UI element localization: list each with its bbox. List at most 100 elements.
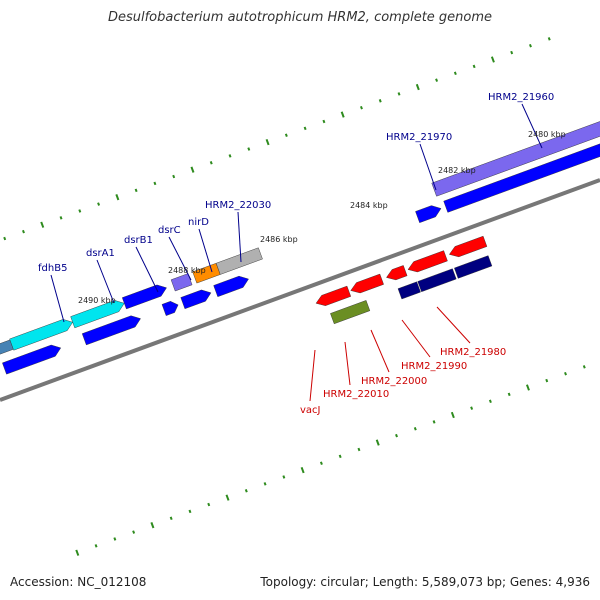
label-leader-lines: [50, 103, 543, 402]
forward-gene: [81, 315, 141, 346]
forward-gene: [9, 319, 73, 351]
reverse-gene: [315, 285, 352, 306]
kbp-label: 2482 kbp: [438, 166, 476, 175]
gene-tracks: [0, 107, 600, 394]
reverse-gene-label: HRM2_21990: [401, 361, 467, 372]
tick-mark: [78, 209, 82, 213]
tick-mark: [319, 461, 323, 465]
tick-mark: [228, 154, 232, 158]
tick-mark: [375, 439, 380, 446]
forward-gene-shape: [2, 344, 62, 375]
tick-mark: [397, 92, 401, 96]
tick-mark: [547, 37, 551, 41]
reverse-gene: [386, 265, 408, 281]
tick-mark: [153, 181, 157, 186]
backbone-line: [0, 178, 600, 402]
forward-gene-label: dsrB1: [124, 235, 153, 246]
tick-mark: [340, 111, 345, 118]
tick-mark: [395, 433, 398, 438]
tick-mark: [510, 50, 514, 55]
tick-mark: [432, 420, 436, 424]
tick-mark: [357, 447, 361, 452]
forward-gene-shape: [443, 129, 600, 213]
forward-gene: [443, 129, 600, 213]
forward-gene-label: HRM2_22030: [205, 200, 271, 211]
forward-gene-label: fdhB5: [38, 263, 67, 274]
reverse-gene: [397, 281, 421, 300]
reverse-gene-shape: [315, 285, 352, 306]
tick-mark: [263, 482, 267, 486]
tick-mark: [582, 365, 586, 369]
tick-mark: [529, 43, 532, 48]
tick-mark: [190, 166, 195, 173]
tick-mark: [322, 119, 326, 124]
reverse-gene: [330, 300, 371, 325]
leader-line: [370, 329, 390, 373]
tick-mark: [134, 188, 138, 193]
forward-gene-shape: [0, 367, 1, 394]
forward-gene: [121, 284, 167, 310]
forward-gene: [213, 275, 249, 297]
accession-text: Accession: NC_012108: [10, 575, 147, 589]
leader-line: [309, 349, 316, 402]
reverse-gene-label: HRM2_21980: [440, 347, 506, 358]
tick-mark: [507, 392, 511, 397]
tick-mark: [413, 427, 417, 431]
kbp-label: 2490 kbp: [78, 296, 116, 305]
leader-line: [401, 319, 431, 358]
leader-line: [521, 103, 543, 149]
forward-gene-label: nirD: [188, 217, 209, 228]
tick-mark: [115, 194, 120, 201]
leader-line: [419, 143, 437, 191]
forward-gene-shape: [180, 289, 212, 310]
forward-gene-shape: [81, 315, 141, 346]
tick-mark: [472, 64, 476, 69]
forward-gene: [431, 107, 600, 197]
genome-info-text: Topology: circular; Length: 5,589,073 bp…: [260, 575, 590, 589]
tick-mark: [150, 522, 155, 529]
reverse-gene-shape: [417, 268, 457, 293]
tick-mark: [169, 516, 173, 521]
tick-mark: [378, 99, 382, 103]
leader-line: [344, 341, 351, 386]
leader-line: [198, 228, 213, 273]
forward-gene-shape: [431, 107, 600, 197]
leader-line: [237, 211, 242, 263]
reverse-gene-shape: [386, 265, 408, 281]
reverse-gene-shape: [350, 273, 384, 294]
leader-line: [168, 236, 192, 281]
tick-mark: [132, 530, 136, 534]
reverse-gene: [454, 255, 493, 279]
reverse-gene-label: vacJ: [300, 405, 321, 416]
genome-backbone: [0, 178, 600, 402]
forward-gene: [70, 300, 125, 329]
tick-mark: [470, 406, 474, 410]
reverse-gene-shape: [397, 281, 421, 300]
tick-mark: [525, 384, 530, 391]
tick-mark: [488, 399, 492, 404]
leader-line: [96, 259, 115, 304]
tick-mark: [303, 126, 307, 131]
reverse-gene: [417, 268, 457, 293]
reverse-gene: [350, 273, 384, 294]
forward-gene-shape: [9, 319, 73, 351]
tick-mark: [282, 475, 286, 479]
tick-mark: [188, 509, 192, 514]
reverse-gene-shape: [454, 255, 493, 279]
tick-mark: [284, 133, 288, 137]
forward-gene: [215, 247, 263, 275]
forward-gene: [0, 367, 1, 394]
forward-gene-shape: [70, 300, 125, 329]
forward-gene-label: HRM2_21970: [386, 132, 452, 143]
kbp-label: 2488 kbp: [168, 266, 206, 275]
leader-line: [436, 306, 471, 344]
tick-mark: [450, 411, 455, 419]
tick-mark: [300, 466, 305, 474]
leader-line: [135, 246, 159, 293]
tick-mark: [75, 549, 80, 556]
tick-mark: [338, 454, 342, 459]
forward-gene: [180, 289, 212, 310]
tick-mark: [113, 537, 117, 541]
